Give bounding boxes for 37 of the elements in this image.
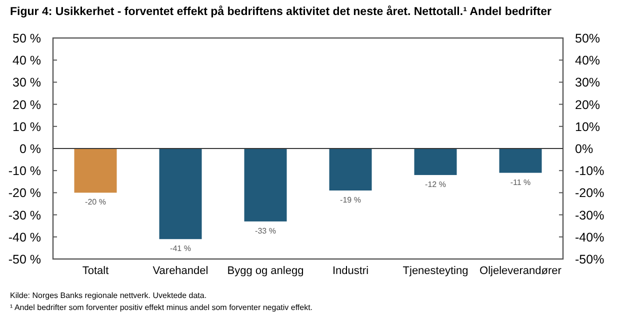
x-tick-label: Industri xyxy=(332,265,369,277)
y2-tick-label: 10% xyxy=(575,120,600,134)
chart-title: Figur 4: Usikkerhet - forventet effekt på bedriftens aktivitet det neste året. Nettotall.¹ Andel bedrifter xyxy=(10,5,552,18)
data-label: -19 % xyxy=(340,195,361,204)
data-label: -41 % xyxy=(170,244,191,254)
y2-tick-label: -10% xyxy=(575,164,604,178)
y-tick-label: -10 % xyxy=(8,164,41,178)
y-tick-label: -40 % xyxy=(8,230,41,244)
y2-tick-label: 20% xyxy=(575,98,600,112)
x-tick-label: Varehandel xyxy=(152,265,208,277)
y-tick-label: 50 % xyxy=(12,32,41,46)
text: ¹ Andel bedrifter som forventer positiv effekt minus andel som forventer negativ effekt. xyxy=(10,303,313,312)
y-tick-label: 20 % xyxy=(12,98,41,112)
x-tick-label: Totalt xyxy=(82,265,109,277)
y2-tick-label: 40% xyxy=(575,54,600,68)
text: Kilde: Norges Banks regionale nettverk. Uvektede data. xyxy=(10,291,207,300)
y-tick-label: -30 % xyxy=(8,208,41,222)
y2-tick-label: -30% xyxy=(575,208,604,222)
x-tick-label: Bygg og anlegg xyxy=(227,265,304,277)
y-tick-label: 10 % xyxy=(12,120,41,134)
y-tick-label: 30 % xyxy=(12,76,41,90)
y2-tick-label: -20% xyxy=(575,186,604,200)
data-label: -11 % xyxy=(510,178,531,187)
y-tick-label: -50 % xyxy=(8,252,41,266)
data-label: -20 % xyxy=(85,198,106,207)
y-tick-label: -20 % xyxy=(8,186,41,200)
y2-tick-label: -40% xyxy=(575,230,604,244)
x-tick-label: Oljeleverandører xyxy=(480,265,562,277)
y2-tick-label: -50% xyxy=(575,252,604,266)
y-tick-label: 0 % xyxy=(19,142,41,156)
x-tick-label: Tjenesteyting xyxy=(402,265,468,277)
y2-tick-label: 0% xyxy=(575,142,594,156)
y2-tick-label: 50% xyxy=(575,32,600,46)
data-label: -33 % xyxy=(255,226,276,236)
y-tick-label: 40 % xyxy=(12,54,41,68)
y2-tick-label: 30% xyxy=(575,76,600,90)
data-label: -12 % xyxy=(425,180,446,190)
